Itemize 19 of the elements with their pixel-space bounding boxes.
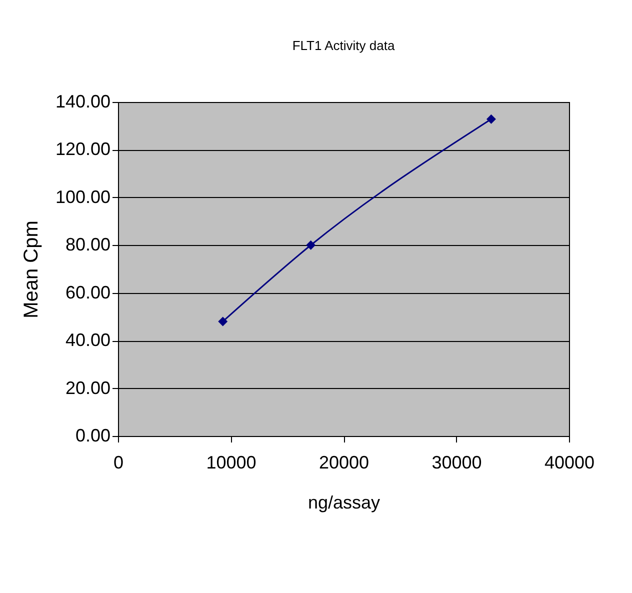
y-tick-label: 80.00 <box>65 234 110 255</box>
y-tick-label: 60.00 <box>65 282 110 302</box>
x-tick-label: 10000 <box>206 452 256 472</box>
point <box>306 240 316 250</box>
y-tick-label: 140.00 <box>55 92 110 112</box>
x-tick-label: 0 <box>113 452 124 472</box>
x-tick-label: 30000 <box>432 452 482 472</box>
y-axis-title: Mean Cpm <box>20 220 42 318</box>
y-tick-label: 0.00 <box>75 426 110 446</box>
y-tick-label: 100.00 <box>55 186 110 207</box>
point <box>486 114 496 124</box>
y-tick-label: 20.00 <box>65 378 110 398</box>
x-tick-label: 40000 <box>544 452 595 472</box>
y-tick-label: 120.00 <box>55 139 110 160</box>
x-tick-label: 20000 <box>318 452 370 472</box>
chart-title: FLT1 Activity data <box>292 38 396 53</box>
x-axis-title: ng/assay <box>308 492 380 512</box>
y-tick-label: 40.00 <box>65 330 110 350</box>
point <box>218 316 228 326</box>
